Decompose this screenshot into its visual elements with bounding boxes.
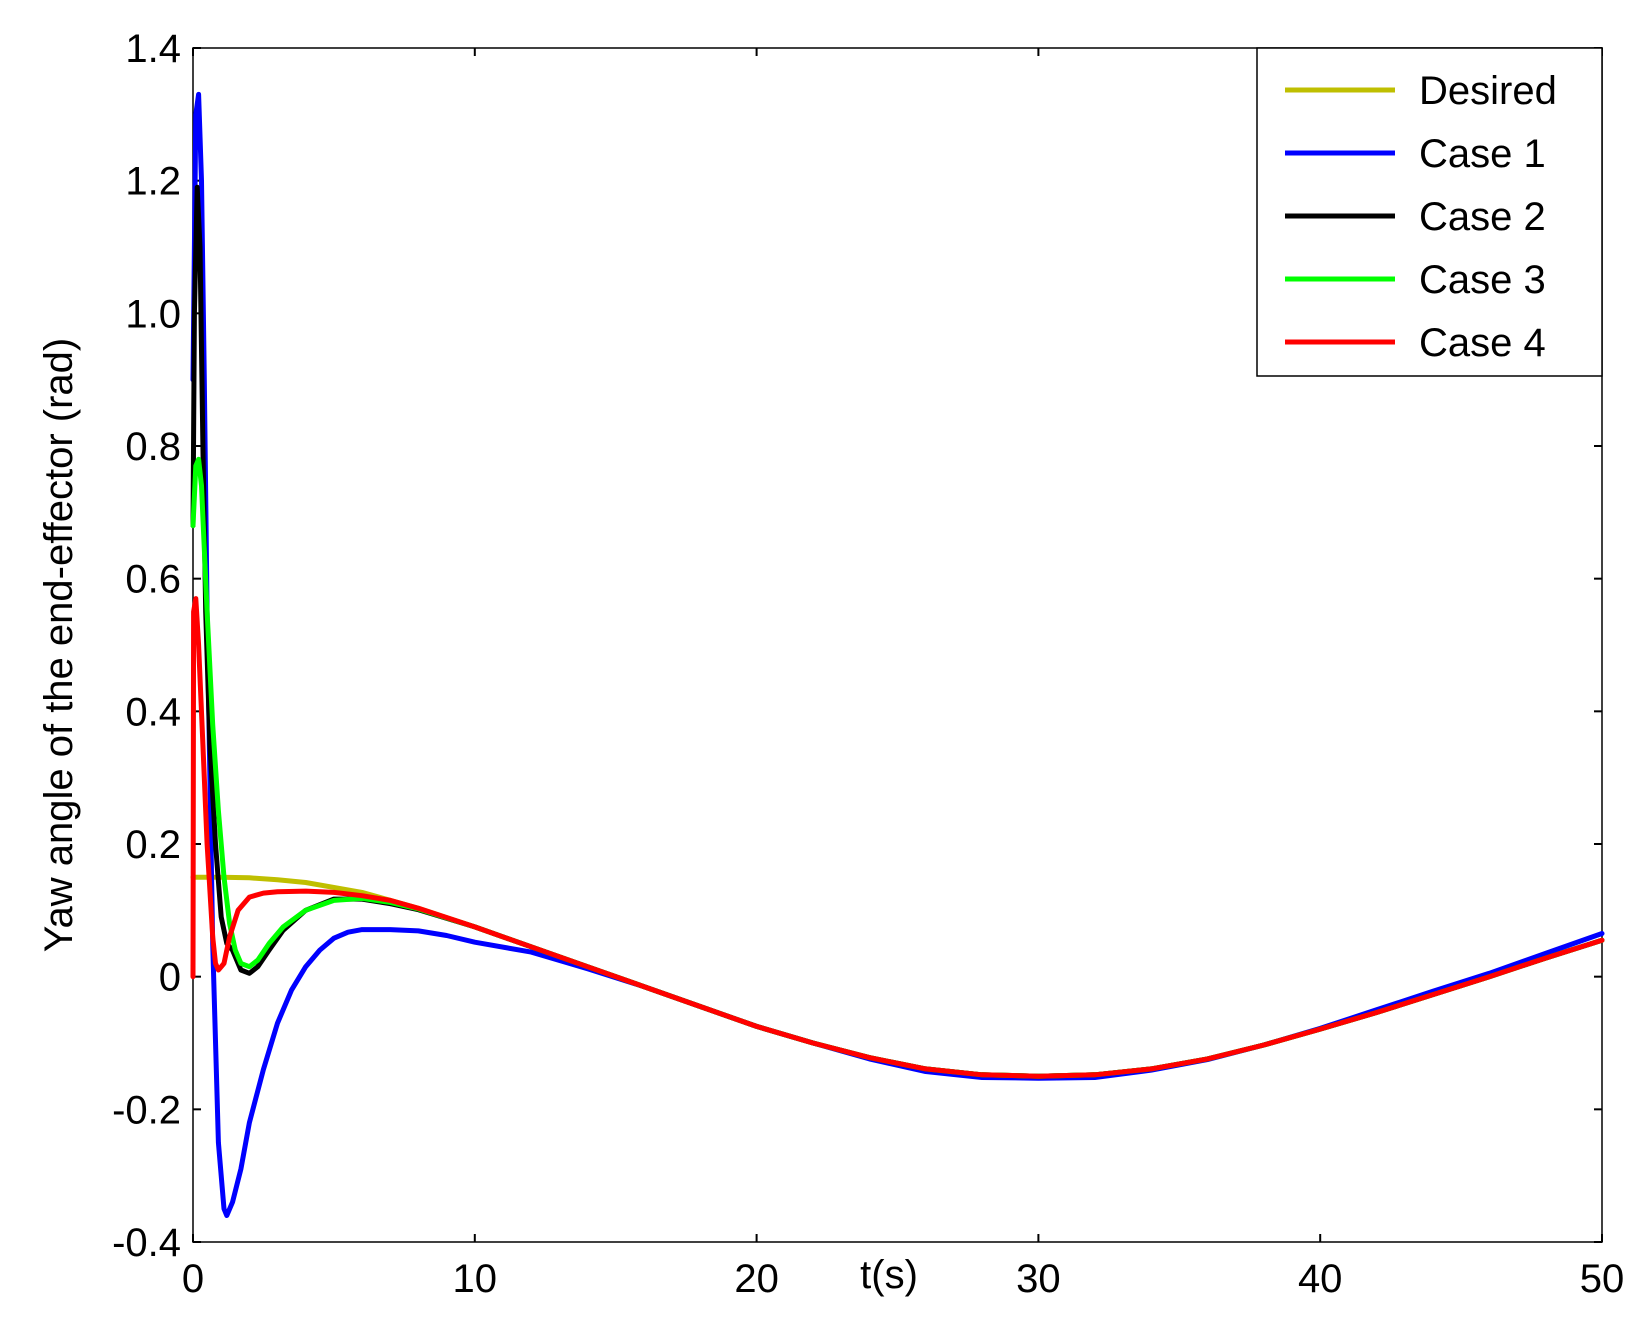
- y-tick-label: 0.4: [125, 690, 181, 734]
- legend-label: Case 4: [1419, 321, 1546, 365]
- y-tick-label: 0: [159, 956, 181, 1000]
- legend-label: Case 1: [1419, 132, 1546, 176]
- legend-label: Desired: [1419, 69, 1557, 113]
- y-tick-label: -0.2: [112, 1088, 181, 1132]
- y-tick-label: 0.6: [125, 558, 181, 602]
- series-lines: [190, 91, 1605, 1218]
- y-tick-label: 0.8: [125, 425, 181, 469]
- legend: Desired Case 1 Case 2 Case 3 Case 4: [1256, 47, 1603, 377]
- x-tick-label: 50: [1580, 1257, 1625, 1301]
- legend-label: Case 3: [1419, 258, 1546, 302]
- y-tick-label: -0.4: [112, 1221, 181, 1265]
- y-tick-label: 1.2: [125, 160, 181, 204]
- legend-label: Case 2: [1419, 195, 1546, 239]
- legend-box: [1256, 47, 1603, 377]
- y-axis-label: Yaw angle of the end-effector (rad): [37, 338, 81, 952]
- x-tick-label: 30: [1016, 1257, 1061, 1301]
- x-axis-label: t(s): [860, 1253, 918, 1297]
- y-tick-label: 0.2: [125, 823, 181, 867]
- y-tick-label: 1.0: [125, 292, 181, 336]
- tick-labels: 0 10 20 30 40 50 -0.4 -0.2 0 0.2 0.4 0.6 0.8 1.0 1.2 1.…: [112, 27, 1624, 1301]
- x-tick-label: 0: [182, 1257, 204, 1301]
- y-tick-label: 1.4: [125, 27, 181, 71]
- series-line-case-4: [190, 596, 1605, 1079]
- x-tick-label: 10: [453, 1257, 498, 1301]
- x-tick-label: 20: [734, 1257, 779, 1301]
- x-tick-label: 40: [1298, 1257, 1343, 1301]
